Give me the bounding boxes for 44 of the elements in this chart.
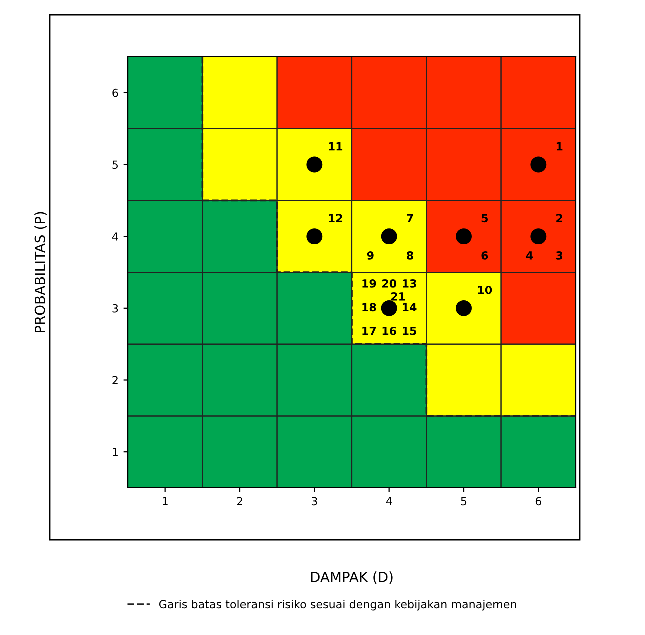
annotation: 15: [403, 327, 416, 336]
y-axis-title: PROBABILITAS (P): [34, 212, 47, 333]
annotation: 5: [482, 214, 488, 223]
annotation: 16: [382, 326, 396, 336]
annotation: 19: [362, 280, 376, 288]
x-tick-label: 3: [312, 497, 318, 506]
y-tick-label: 2: [112, 376, 118, 384]
annotation: 10: [478, 286, 492, 294]
annotation: 13: [403, 280, 416, 288]
annotation: 1: [556, 142, 563, 151]
y-tick-label: 3: [112, 304, 118, 313]
y-tick-label: 1: [113, 448, 118, 456]
point: [530, 156, 547, 173]
annotation: 3: [556, 252, 563, 260]
y-tick-label: 6: [112, 88, 118, 98]
annotation: 6: [482, 252, 488, 260]
point: [530, 228, 547, 245]
annotation: 12: [329, 214, 342, 222]
annotation: 4: [526, 252, 534, 260]
point: [306, 228, 323, 245]
x-axis-title: DAMPAK (D): [311, 572, 393, 584]
legend-label: Garis batas toleransi risiko sesuai dengan kebijakan manajemen: [159, 600, 516, 611]
annotation: 7: [407, 214, 414, 222]
point: [306, 156, 323, 173]
x-tick-label: 6: [536, 497, 542, 506]
x-tick-label: 2: [237, 497, 242, 506]
annotation: 11: [329, 142, 343, 151]
x-tick-label: 5: [461, 497, 467, 506]
annotation: 20: [382, 280, 397, 288]
x-tick-label: 1: [163, 497, 168, 506]
annotation: 18: [362, 303, 376, 312]
point: [381, 228, 398, 245]
point: [381, 300, 398, 316]
annotation: 9: [367, 252, 374, 260]
annotation: 2: [556, 214, 562, 222]
y-tick-label: 4: [112, 232, 118, 241]
annotation: 21: [391, 292, 406, 301]
point: [456, 228, 472, 245]
point: [456, 300, 472, 316]
annotation: 14: [403, 303, 417, 312]
annotation: 17: [362, 327, 376, 336]
x-tick-label: 4: [386, 497, 392, 506]
annotation: 8: [407, 252, 414, 260]
y-tick-label: 5: [112, 160, 118, 170]
